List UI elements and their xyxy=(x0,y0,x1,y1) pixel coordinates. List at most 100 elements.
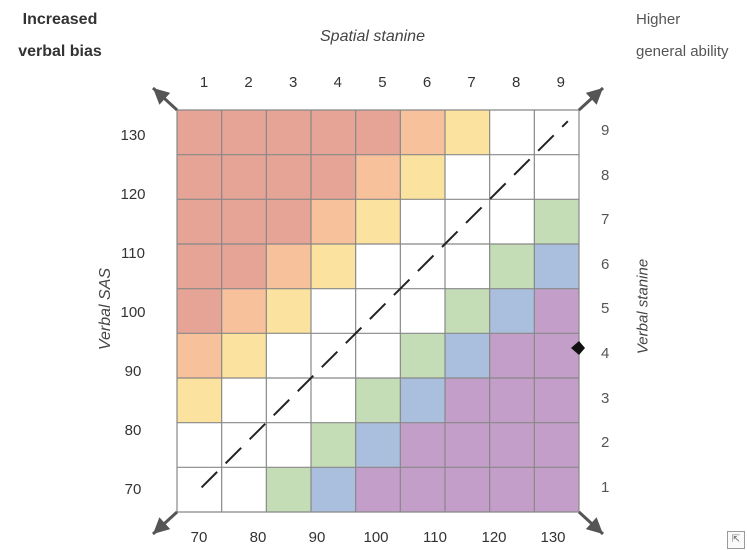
top-tick-label: 7 xyxy=(467,74,476,91)
top-tick-label: 5 xyxy=(378,74,387,91)
right-tick-label: 2 xyxy=(601,434,610,452)
grid-cell xyxy=(400,154,445,200)
top-tick-label: 6 xyxy=(422,74,432,91)
left-tick-label: 120 xyxy=(120,186,146,203)
right-tick-label: 4 xyxy=(601,345,610,362)
top-axis-title: Spatial stanine xyxy=(320,28,425,45)
grid-cell xyxy=(534,199,579,244)
grid-cell xyxy=(177,244,222,289)
grid-cell xyxy=(355,199,401,244)
left-tick-label: 70 xyxy=(124,481,142,498)
grid-cell xyxy=(221,199,267,244)
grid-cell xyxy=(266,199,311,244)
right-tick-label: 7 xyxy=(601,211,610,229)
right-tick-label: 9 xyxy=(601,122,610,139)
higher-general-ability-label: Higher general ability xyxy=(636,4,729,68)
grid-cell xyxy=(534,244,579,289)
grid-cell xyxy=(355,422,401,468)
grid-cell xyxy=(400,110,445,155)
bottom-tick-label: 70 xyxy=(190,529,208,546)
right-tick-label: 6 xyxy=(601,255,610,273)
grid-cell xyxy=(400,467,445,512)
grid-cell xyxy=(400,422,445,468)
grid-cell xyxy=(534,378,579,423)
grid-cell xyxy=(311,422,356,468)
arrow-top-left-head xyxy=(153,88,171,105)
grid-cell xyxy=(221,244,267,289)
resize-icon[interactable]: ⇱ xyxy=(727,531,745,549)
grid-cell xyxy=(177,199,222,244)
arrow-bottom-right-head xyxy=(585,517,603,534)
higher-general-ability-line1: Higher xyxy=(636,11,681,28)
grid-cell xyxy=(445,244,490,289)
grid-cell xyxy=(534,288,579,334)
grid-cell xyxy=(221,154,267,200)
grid-cell xyxy=(445,422,490,468)
bottom-tick-label: 80 xyxy=(249,529,267,546)
grid-cell xyxy=(400,378,445,423)
increased-verbal-bias-label: Increased verbal bias xyxy=(0,4,120,68)
bottom-tick-label: 100 xyxy=(363,529,389,546)
increased-verbal-bias-line1: Increased xyxy=(22,11,98,28)
right-tick-label: 8 xyxy=(601,166,610,184)
grid-cell xyxy=(177,422,222,468)
grid-cell xyxy=(355,378,401,423)
bottom-tick-label: 130 xyxy=(540,529,566,546)
grid-cell xyxy=(221,110,267,155)
grid-cell xyxy=(266,422,311,468)
grid-cell xyxy=(489,467,535,512)
left-tick-label: 80 xyxy=(124,422,142,439)
grid-cell xyxy=(266,244,311,289)
right-tick-label: 5 xyxy=(601,300,610,318)
grid-cell xyxy=(534,154,579,200)
grid-cell xyxy=(311,154,356,200)
arrow-top-right-head xyxy=(585,88,603,105)
top-tick-label: 1 xyxy=(199,74,209,91)
grid-cell xyxy=(445,154,490,200)
grid-cell xyxy=(311,467,356,512)
higher-general-ability-line2: general ability xyxy=(636,43,729,60)
right-tick-label: 1 xyxy=(601,478,610,496)
grid-cell xyxy=(445,110,490,155)
grid-cell xyxy=(266,154,311,200)
grid-cell xyxy=(445,288,490,334)
grid-cell xyxy=(489,422,535,468)
increased-verbal-bias-line2: verbal bias xyxy=(18,43,102,60)
bottom-tick-label: 90 xyxy=(308,529,326,546)
bottom-tick-label: 120 xyxy=(481,529,507,546)
grid-cell xyxy=(266,110,311,155)
grid-cell xyxy=(400,199,445,244)
grid-cell xyxy=(489,244,535,289)
grid-cell xyxy=(221,467,267,512)
grid-cell xyxy=(221,333,267,378)
diagonal-dashed-line xyxy=(200,120,569,489)
grid-cell xyxy=(311,110,356,155)
grid-cell xyxy=(489,333,535,378)
grid-cell xyxy=(311,378,356,423)
grid-cell xyxy=(266,333,311,378)
grid-cell xyxy=(266,467,311,512)
grid-cell xyxy=(177,154,222,200)
grid-cell xyxy=(400,288,445,334)
bottom-tick-label: 110 xyxy=(423,529,447,546)
grid-cell xyxy=(534,333,579,378)
arrow-bottom-left-head xyxy=(153,517,171,534)
grid-cell xyxy=(311,244,356,289)
grid-cell xyxy=(355,154,401,200)
left-tick-label: 110 xyxy=(121,245,145,262)
grid-cell xyxy=(445,378,490,423)
grid-cell xyxy=(221,378,267,423)
grid-cell xyxy=(177,333,222,378)
grid-cell xyxy=(355,467,401,512)
grid-cell xyxy=(355,244,401,289)
top-tick-label: 3 xyxy=(289,74,298,91)
top-tick-label: 8 xyxy=(512,74,521,91)
top-tick-label: 2 xyxy=(244,74,253,91)
grid-cell xyxy=(311,288,356,334)
left-tick-label: 90 xyxy=(124,363,142,380)
grid-cell xyxy=(489,378,535,423)
grid-cell xyxy=(266,288,311,334)
grid-cell xyxy=(221,288,267,334)
grid-cell xyxy=(177,110,222,155)
